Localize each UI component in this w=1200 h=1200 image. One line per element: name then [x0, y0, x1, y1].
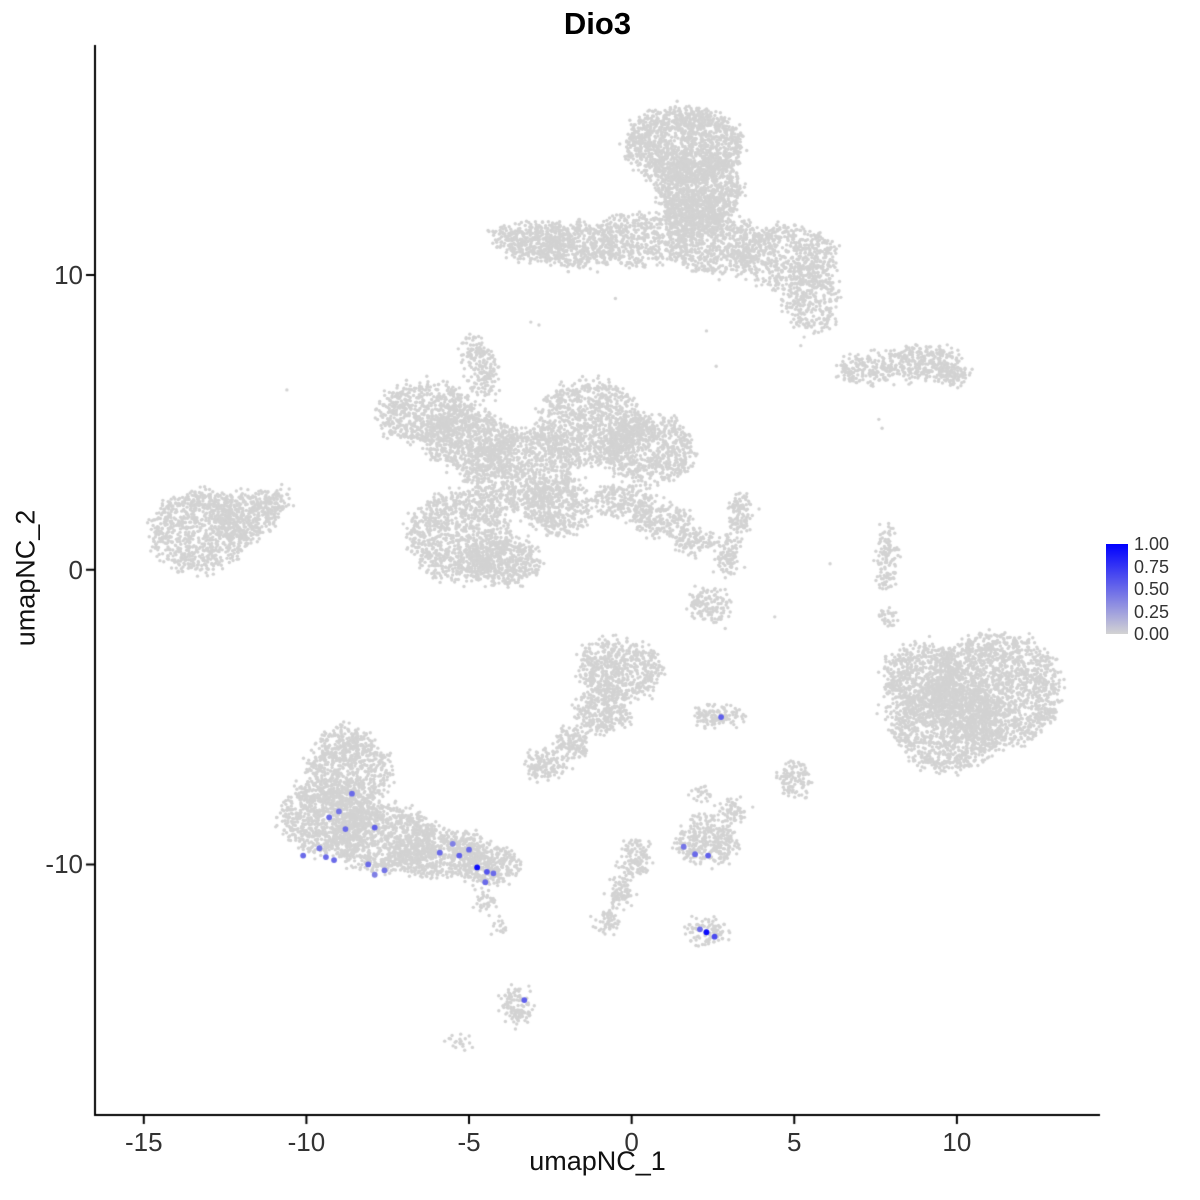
x-tick-label: -10 [287, 1127, 326, 1157]
legend-tick-label: 0.50 [1134, 579, 1170, 599]
y-tick-label: 0 [68, 554, 83, 585]
legend-colorbar [1106, 544, 1128, 634]
x-tick-label: 5 [787, 1127, 802, 1157]
legend-tick-label: 0.75 [1134, 556, 1170, 577]
legend-tick-label: 0.00 [1134, 624, 1170, 644]
x-tick-label: -5 [457, 1127, 481, 1157]
x-axis-label: umapNC_1 [529, 1146, 666, 1176]
x-tick-label: 10 [942, 1127, 972, 1157]
x-tick-label: 0 [624, 1127, 639, 1157]
y-tick-label: -10 [45, 849, 83, 880]
legend-tick-label: 0.25 [1134, 601, 1170, 622]
y-tick-label: 10 [54, 259, 83, 290]
legend-tick-label: 1.00 [1134, 534, 1170, 554]
x-tick-label: -15 [124, 1127, 163, 1157]
plot-title: Dio3 [563, 6, 632, 41]
legend: 1.00 0.75 0.50 0.25 0.00 [1106, 535, 1196, 644]
